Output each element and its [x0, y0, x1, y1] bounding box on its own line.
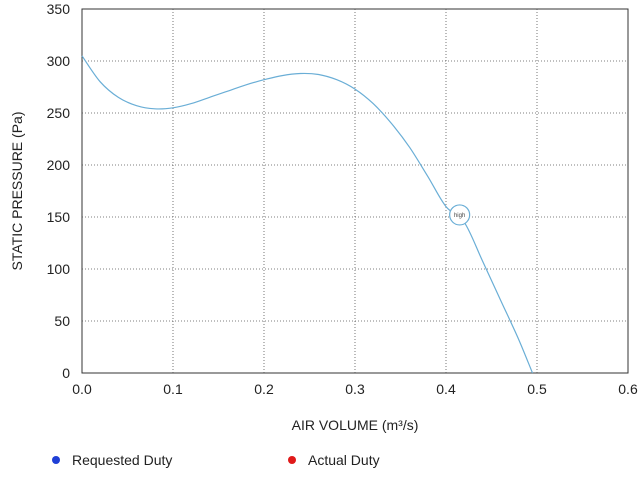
x-tick-label: 0.4	[436, 381, 456, 397]
y-axis-title: STATIC PRESSURE (Pa)	[9, 112, 25, 271]
requested-duty-marker-icon	[52, 456, 60, 464]
y-tick-label: 300	[47, 53, 71, 69]
x-tick-label: 0.1	[163, 381, 183, 397]
y-tick-label: 150	[47, 209, 71, 225]
legend-item-actual-duty[interactable]: Actual Duty	[288, 452, 380, 468]
y-tick-label: 200	[47, 157, 71, 173]
annotations: high	[449, 204, 471, 226]
tick-labels: 0.0 0.1 0.2 0.3 0.4 0.5 0.6 0 50 100 150 200 250 300 3…	[47, 1, 638, 397]
x-tick-label: 0.5	[527, 381, 547, 397]
x-tick-label: 0.0	[72, 381, 92, 397]
y-tick-label: 350	[47, 1, 71, 17]
legend-label-requested-duty: Requested Duty	[72, 452, 173, 468]
actual-duty-marker-icon	[288, 456, 296, 464]
fan-curve-chart: 0.0 0.1 0.2 0.3 0.4 0.5 0.6 0 50 100 150 200 250 300 3…	[9, 1, 638, 433]
x-axis-title: AIR VOLUME (m³/s)	[292, 417, 419, 433]
x-tick-label: 0.6	[618, 381, 638, 397]
legend-item-requested-duty[interactable]: Requested Duty	[52, 452, 172, 468]
y-tick-label: 0	[62, 365, 70, 381]
y-tick-label: 250	[47, 105, 71, 121]
speed-label-text: high	[454, 213, 465, 219]
grid	[82, 9, 628, 373]
speed-label-marker	[449, 204, 471, 226]
x-tick-label: 0.3	[345, 381, 365, 397]
y-tick-label: 50	[54, 313, 70, 329]
legend-label-actual-duty: Actual Duty	[308, 452, 380, 468]
legend: Requested Duty Actual Duty	[0, 452, 640, 474]
x-tick-label: 0.2	[254, 381, 274, 397]
y-tick-label: 100	[47, 261, 71, 277]
